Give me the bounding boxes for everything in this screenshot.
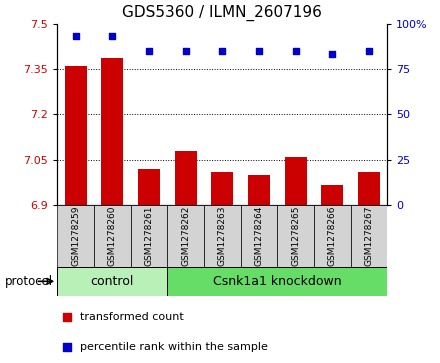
Bar	[175, 151, 197, 205]
Text: GSM1278266: GSM1278266	[328, 206, 337, 266]
Bar	[204, 205, 241, 267]
Bar	[65, 66, 87, 205]
Point	[255, 48, 262, 54]
Text: GSM1278259: GSM1278259	[71, 206, 80, 266]
Text: GSM1278265: GSM1278265	[291, 206, 300, 266]
Bar	[211, 172, 233, 205]
Bar	[94, 205, 131, 267]
Text: GSM1278261: GSM1278261	[144, 206, 154, 266]
Bar	[358, 172, 380, 205]
Point	[72, 33, 79, 39]
Text: percentile rank within the sample: percentile rank within the sample	[81, 342, 268, 352]
Text: Csnk1a1 knockdown: Csnk1a1 knockdown	[213, 275, 341, 288]
Bar	[138, 169, 160, 205]
Bar	[277, 205, 314, 267]
Point	[64, 314, 71, 320]
Point	[182, 48, 189, 54]
Point	[145, 48, 152, 54]
Bar	[241, 205, 277, 267]
Bar	[248, 175, 270, 205]
Title: GDS5360 / ILMN_2607196: GDS5360 / ILMN_2607196	[122, 5, 322, 21]
Text: GSM1278267: GSM1278267	[364, 206, 374, 266]
Point	[292, 48, 299, 54]
Text: transformed count: transformed count	[81, 312, 184, 322]
Bar	[101, 58, 123, 205]
Text: GSM1278262: GSM1278262	[181, 206, 190, 266]
Bar	[351, 205, 387, 267]
Point	[109, 33, 116, 39]
Text: GSM1278260: GSM1278260	[108, 206, 117, 266]
Point	[329, 52, 336, 57]
Text: GSM1278263: GSM1278263	[218, 206, 227, 266]
Text: GSM1278264: GSM1278264	[254, 206, 264, 266]
Point	[64, 344, 71, 350]
Text: protocol: protocol	[4, 275, 52, 288]
Bar	[167, 205, 204, 267]
Bar	[321, 185, 343, 205]
Point	[219, 48, 226, 54]
Bar	[57, 205, 94, 267]
Bar	[314, 205, 351, 267]
Bar	[131, 205, 167, 267]
Text: control: control	[91, 275, 134, 288]
Point	[365, 48, 372, 54]
Bar	[285, 157, 307, 205]
Bar	[57, 267, 167, 296]
Bar	[167, 267, 387, 296]
